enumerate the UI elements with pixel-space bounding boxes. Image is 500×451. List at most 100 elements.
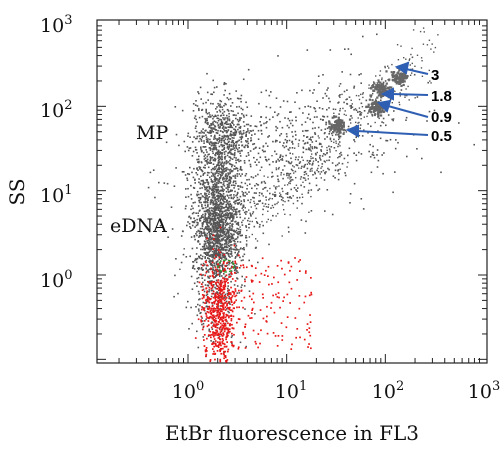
red-point bbox=[212, 332, 214, 334]
gray-point bbox=[339, 107, 341, 110]
gray-point bbox=[331, 134, 334, 137]
red-point bbox=[214, 334, 216, 337]
red-point bbox=[200, 283, 203, 285]
gray-point bbox=[217, 172, 220, 175]
gray-point bbox=[225, 127, 228, 129]
gray-point bbox=[194, 179, 196, 181]
gray-point bbox=[368, 84, 370, 86]
red-point bbox=[211, 305, 214, 307]
red-point bbox=[216, 350, 219, 352]
gray-point bbox=[221, 258, 223, 260]
gray-point bbox=[206, 131, 209, 134]
red-point bbox=[201, 289, 204, 291]
gray-point bbox=[228, 184, 230, 186]
gray-point bbox=[199, 198, 202, 200]
gray-point bbox=[191, 247, 194, 250]
gray-point bbox=[266, 160, 268, 162]
gray-point bbox=[302, 181, 304, 183]
gray-point bbox=[191, 212, 194, 215]
gray-point bbox=[224, 255, 227, 257]
gray-point bbox=[215, 238, 217, 240]
red-point bbox=[216, 323, 219, 325]
gray-point bbox=[239, 175, 242, 177]
gray-point bbox=[287, 117, 289, 120]
gray-point bbox=[277, 178, 279, 181]
gray-point bbox=[355, 136, 357, 139]
red-point bbox=[228, 315, 230, 317]
gray-point bbox=[219, 255, 221, 258]
gray-point bbox=[226, 206, 229, 209]
gray-point bbox=[311, 136, 314, 138]
red-point bbox=[222, 342, 224, 345]
red-point bbox=[224, 350, 227, 353]
gray-point bbox=[228, 239, 231, 242]
gray-point bbox=[224, 167, 227, 170]
gray-point bbox=[233, 264, 236, 267]
gray-point bbox=[205, 252, 207, 254]
gray-point bbox=[238, 201, 241, 204]
gray-point bbox=[239, 232, 241, 234]
red-point bbox=[211, 316, 213, 319]
gray-point bbox=[285, 193, 287, 195]
red-point bbox=[201, 297, 204, 300]
gray-point bbox=[250, 215, 252, 217]
gray-point bbox=[221, 155, 223, 157]
gray-point bbox=[212, 225, 214, 227]
gray-point bbox=[431, 43, 433, 45]
gray-point bbox=[183, 140, 186, 143]
bead-point bbox=[377, 113, 380, 116]
gray-point bbox=[205, 245, 208, 247]
red-point bbox=[216, 309, 219, 312]
gray-point bbox=[325, 171, 327, 173]
gray-point bbox=[197, 212, 199, 214]
gray-point bbox=[224, 234, 227, 237]
gray-point bbox=[318, 143, 321, 146]
red-point bbox=[294, 257, 296, 259]
gray-point bbox=[198, 161, 200, 164]
gray-point bbox=[212, 341, 215, 343]
gray-point bbox=[218, 206, 220, 209]
gray-point bbox=[204, 182, 206, 184]
gray-point bbox=[338, 162, 340, 164]
gray-point bbox=[205, 226, 207, 228]
gray-point bbox=[311, 167, 313, 170]
gray-point bbox=[219, 234, 221, 237]
gray-point bbox=[362, 35, 364, 38]
gray-point bbox=[249, 212, 251, 214]
red-point bbox=[266, 305, 268, 308]
gray-point bbox=[341, 93, 343, 96]
gray-point bbox=[247, 219, 249, 222]
gray-point bbox=[288, 182, 290, 184]
gray-point bbox=[359, 127, 361, 130]
gray-point bbox=[200, 201, 202, 204]
gray-point bbox=[283, 173, 285, 176]
gray-point bbox=[338, 95, 340, 97]
gray-point bbox=[212, 214, 215, 216]
gray-point bbox=[359, 113, 362, 115]
gray-point bbox=[259, 199, 261, 202]
gray-point bbox=[223, 118, 226, 121]
gray-point bbox=[180, 261, 183, 264]
gray-point bbox=[229, 194, 231, 197]
gray-point bbox=[255, 238, 257, 240]
gray-point bbox=[217, 168, 219, 170]
gray-point bbox=[197, 205, 200, 207]
bead-point bbox=[391, 78, 394, 81]
gray-point bbox=[210, 123, 212, 125]
gray-point bbox=[211, 127, 214, 129]
gray-point bbox=[309, 89, 311, 92]
gray-point bbox=[202, 222, 204, 224]
gray-point bbox=[225, 214, 228, 216]
red-point bbox=[254, 267, 257, 269]
gray-point bbox=[219, 161, 221, 163]
gray-point bbox=[350, 107, 352, 109]
gray-point bbox=[240, 286, 243, 289]
gray-point bbox=[300, 184, 302, 187]
gray-point bbox=[229, 151, 232, 154]
gray-point bbox=[251, 213, 254, 215]
gray-point bbox=[245, 235, 247, 237]
gray-point bbox=[306, 167, 309, 170]
gray-point bbox=[230, 153, 232, 155]
gray-point bbox=[288, 174, 290, 177]
gray-point bbox=[206, 220, 208, 223]
